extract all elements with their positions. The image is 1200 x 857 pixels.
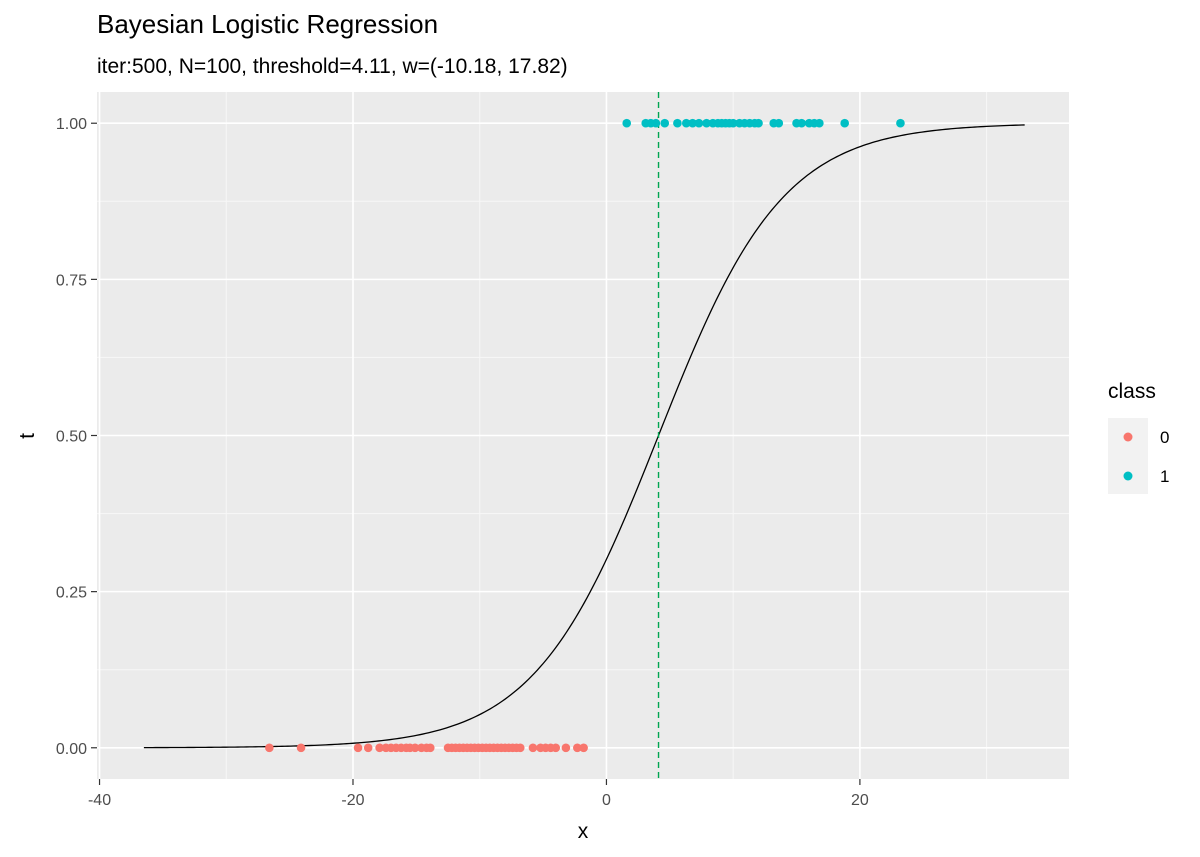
x-axis: -40 -20 0 20: [88, 779, 869, 809]
chart-subtitle: iter:500, N=100, threshold=4.11, w=(-10.…: [97, 55, 568, 78]
y-tick-label: 0.75: [56, 272, 87, 289]
y-axis-title: t: [16, 433, 39, 439]
data-point-class-0: [353, 743, 363, 753]
chart-title: Bayesian Logistic Regression: [97, 9, 438, 39]
data-point-class-0: [425, 743, 435, 753]
data-point-class-0: [528, 743, 538, 753]
data-point-class-0: [572, 743, 582, 753]
y-tick-label: 0.50: [56, 429, 87, 446]
data-point-class-1: [660, 118, 670, 128]
data-point-class-1: [754, 118, 763, 128]
legend-key-0: [1123, 432, 1133, 442]
data-point-class-1: [815, 118, 824, 128]
data-point-class-1: [681, 118, 691, 128]
data-point-class-0: [296, 743, 306, 753]
data-point-class-0: [410, 743, 420, 753]
legend-key-1: [1123, 471, 1133, 481]
data-point-class-1: [797, 118, 806, 128]
legend-title: class: [1108, 380, 1156, 403]
y-tick-label: 0.25: [56, 585, 87, 602]
data-point-class-1: [774, 118, 784, 128]
logistic-curve: [143, 124, 1025, 749]
grid-major: [97, 92, 1069, 779]
data-point-class-1: [688, 118, 697, 128]
data-point-class-1: [896, 118, 905, 128]
x-tick-label: -20: [341, 792, 364, 809]
y-tick-label: 1.00: [56, 116, 87, 133]
points-layer: [265, 118, 905, 753]
data-point-class-1: [728, 118, 738, 128]
data-point-class-0: [551, 743, 561, 753]
y-tick-label: 0.00: [56, 741, 87, 758]
x-axis-title: x: [578, 820, 589, 843]
x-tick-label: 0: [602, 792, 611, 809]
data-point-class-0: [375, 743, 384, 753]
data-point-class-1: [694, 118, 704, 128]
x-tick-label: -40: [88, 792, 111, 809]
x-tick-label: 20: [851, 792, 869, 809]
data-point-class-0: [363, 743, 373, 753]
data-point-class-0: [579, 743, 588, 753]
data-point-class-1: [702, 118, 711, 128]
data-point-class-1: [840, 118, 849, 128]
data-point-class-1: [622, 118, 632, 128]
data-point-class-1: [673, 118, 682, 128]
data-point-class-0: [515, 743, 525, 753]
data-point-class-0: [561, 743, 571, 753]
y-axis: 0.00 0.25 0.50 0.75 1.00: [56, 116, 97, 758]
data-point-class-1: [651, 118, 661, 128]
curve-layer: [143, 124, 1025, 749]
legend-label-0: 0: [1160, 428, 1169, 447]
legend: class 0 1: [1108, 380, 1169, 494]
legend-label-1: 1: [1160, 467, 1169, 486]
data-point-class-0: [265, 743, 274, 753]
